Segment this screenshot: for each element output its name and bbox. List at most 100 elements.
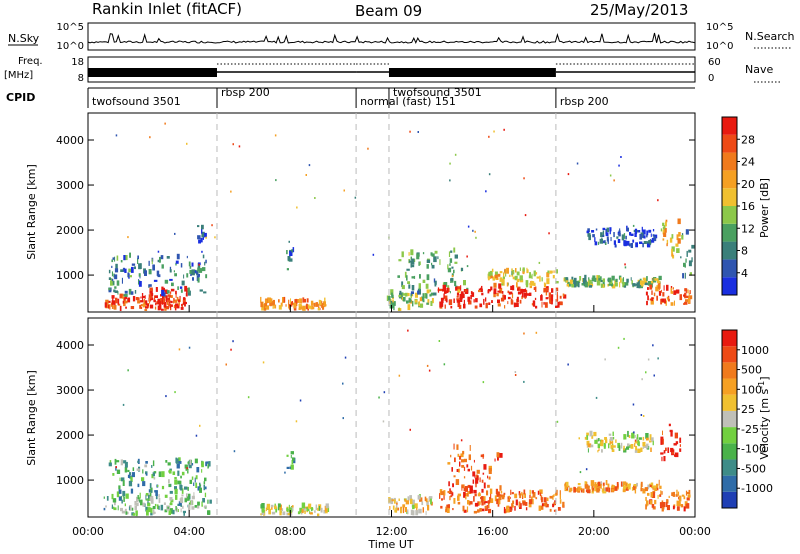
echo-cell: [630, 444, 634, 449]
echo-cell: [391, 499, 394, 502]
echo-cell: [421, 501, 424, 506]
echo-cell: [677, 218, 681, 225]
colorbar-tick-label: 4: [741, 267, 748, 280]
echo-cell: [627, 483, 630, 490]
echo-cell: [573, 277, 577, 284]
power-echoes: [104, 122, 695, 311]
echo-cell: [605, 480, 608, 486]
echo-cell: [301, 509, 304, 514]
echo-cell: [419, 261, 421, 266]
echo-cell: [214, 236, 216, 239]
echo-cell: [286, 268, 289, 271]
echo-cell: [543, 502, 547, 507]
echo-cell: [538, 505, 541, 511]
noise-right-tick-bottom: 10^0: [706, 41, 733, 52]
echo-cell: [661, 506, 664, 512]
echo-cell: [602, 281, 605, 287]
echo-cell: [602, 284, 605, 288]
echo-cell: [604, 437, 607, 440]
echo-cell: [514, 493, 518, 499]
echo-cell: [566, 283, 570, 287]
echo-cell: [203, 484, 205, 491]
echo-cell: [140, 499, 143, 506]
echo-cell: [167, 506, 169, 509]
echo-cell: [181, 488, 184, 494]
echo-cell: [651, 492, 656, 498]
echo-cell: [660, 439, 663, 445]
echo-cell: [479, 508, 482, 512]
echo-cell: [110, 280, 113, 286]
echo-cell: [291, 249, 294, 253]
echo-cell: [668, 495, 670, 498]
echo-cell: [475, 298, 478, 303]
echo-cell: [270, 504, 274, 508]
echo-cell: [164, 289, 168, 293]
echo-cell: [685, 258, 687, 263]
echo-cell: [658, 285, 660, 291]
echo-cell: [120, 269, 124, 272]
colorbar-tick-label: -1000: [741, 482, 773, 495]
echo-cell: [201, 501, 203, 507]
echo-cell: [634, 232, 637, 237]
echo-cell: [572, 285, 576, 288]
echo-cell: [506, 267, 509, 274]
echo-cell: [451, 467, 453, 472]
echo-cell: [553, 509, 557, 512]
echo-cell: [151, 465, 153, 468]
echo-cell: [308, 503, 312, 509]
echo-cell: [676, 500, 680, 506]
echo-cell: [165, 291, 169, 295]
echo-cell: [676, 506, 680, 511]
echo-cell: [485, 302, 488, 309]
echo-cell: [271, 511, 276, 515]
echo-cell: [400, 292, 404, 295]
echo-cell: [398, 498, 400, 501]
echo-cell: [134, 501, 137, 506]
echo-cell: [113, 507, 117, 511]
echo-cell: [656, 483, 659, 489]
echo-cell: [230, 348, 232, 351]
echo-cell: [535, 497, 538, 500]
echo-cell: [646, 234, 648, 238]
echo-cell: [605, 438, 608, 444]
echo-cell: [176, 458, 179, 464]
echo-cell: [683, 506, 686, 512]
echo-cell: [114, 256, 116, 262]
echo-cell: [411, 258, 415, 265]
echo-cell: [161, 485, 165, 490]
echo-cell: [550, 294, 552, 301]
echo-cell: [321, 303, 324, 308]
echo-cell: [407, 329, 409, 332]
echo-cell: [317, 307, 320, 311]
echo-cell: [282, 297, 285, 303]
echo-cell: [131, 263, 136, 266]
echo-cell: [201, 228, 203, 234]
echo-cell: [592, 487, 594, 492]
echo-cell: [525, 502, 528, 506]
echo-cell: [303, 298, 306, 303]
echo-cell: [539, 492, 542, 497]
echo-cell: [652, 490, 656, 493]
echo-cell: [122, 403, 125, 406]
echo-cell: [497, 456, 499, 461]
echo-cell: [147, 507, 151, 513]
echo-cell: [499, 485, 502, 491]
echo-cell: [441, 289, 445, 292]
echo-cell: [661, 491, 663, 495]
echo-cell: [151, 293, 154, 296]
echo-cell: [450, 306, 453, 309]
echo-cell: [265, 305, 270, 310]
colorbar-swatch: [722, 188, 737, 206]
echo-cell: [634, 488, 637, 494]
echo-cell: [391, 292, 393, 298]
echo-cell: [481, 500, 484, 506]
echo-cell: [108, 300, 111, 303]
echo-cell: [547, 270, 550, 275]
echo-cell: [480, 454, 485, 458]
echo-cell: [529, 272, 531, 277]
echo-cell: [688, 489, 691, 495]
echo-cell: [529, 282, 532, 286]
echo-cell: [603, 485, 605, 491]
echo-cell: [175, 305, 177, 308]
echo-cell: [613, 179, 615, 182]
